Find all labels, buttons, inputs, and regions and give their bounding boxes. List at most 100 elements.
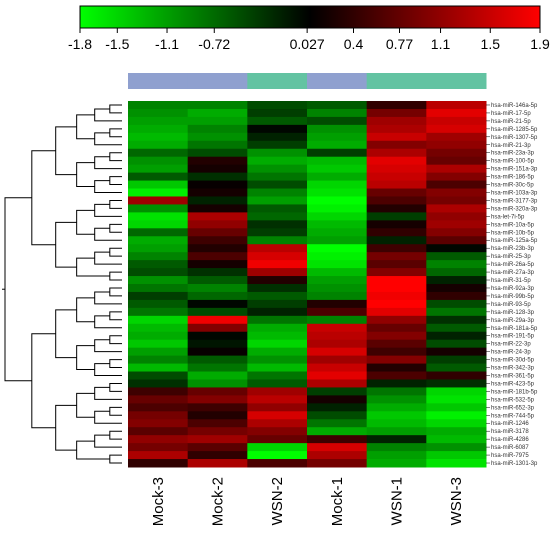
heatmap-cell xyxy=(187,355,248,365)
color-scale-tick-label: -1.8 xyxy=(68,36,92,52)
heatmap-cell xyxy=(247,411,308,420)
dendrogram-branch xyxy=(76,162,95,188)
heatmap-cell xyxy=(307,403,368,412)
heatmap-cell xyxy=(187,172,248,182)
row-label: hsa-miR-1246 xyxy=(491,421,529,427)
heatmap-cell xyxy=(366,419,427,428)
heatmap-cell xyxy=(128,220,189,229)
heatmap-cell xyxy=(128,459,189,468)
heatmap-cell xyxy=(426,347,487,357)
column-labels: Mock-3 Mock-2 WSN-2 Mock-1 WSN-1 WSN-3 xyxy=(150,477,465,526)
row-label: hsa-miR-744-5p xyxy=(491,413,535,419)
dendrogram-branch xyxy=(109,128,122,138)
row-label: hsa-miR-30c-5p xyxy=(491,183,534,189)
heatmap-cell xyxy=(247,459,308,468)
heatmap-cell xyxy=(247,196,308,205)
row-label: hsa-miR-21-3p xyxy=(491,143,531,149)
heatmap-cell xyxy=(187,212,248,221)
heatmap-cell xyxy=(307,164,368,174)
heatmap-cell xyxy=(366,395,427,404)
heatmap-cell xyxy=(247,156,308,166)
heatmap-cell xyxy=(128,212,189,221)
heatmap-cell xyxy=(128,244,189,253)
heatmap-cell xyxy=(187,459,248,468)
heatmap-cell xyxy=(426,371,487,380)
heatmap-cell xyxy=(366,148,427,158)
color-scale-bar xyxy=(79,5,541,29)
heatmap-cell xyxy=(426,188,487,197)
heatmap-cell xyxy=(426,403,487,412)
heatmap-cell xyxy=(307,395,368,404)
heatmap-cell xyxy=(247,387,308,396)
heatmap-cell xyxy=(426,212,487,221)
heatmap-cell xyxy=(426,379,487,388)
heatmap-cell xyxy=(307,355,368,365)
heatmap-cell xyxy=(366,180,427,190)
heatmap-cell xyxy=(307,204,368,213)
heatmap-cell xyxy=(426,132,487,142)
row-dendrogram xyxy=(2,104,122,464)
heatmap-cell xyxy=(187,315,248,325)
heatmap-cells xyxy=(128,101,487,468)
heatmap-cell xyxy=(128,116,189,126)
dendrogram-branch xyxy=(109,311,122,321)
heatmap-cell xyxy=(366,411,427,420)
heatmap-cell xyxy=(426,451,487,460)
heatmap-cell xyxy=(247,132,308,142)
heatmap-cell xyxy=(307,236,368,245)
heatmap-cell xyxy=(307,252,368,261)
heatmap-cell xyxy=(366,212,427,221)
heatmap-cell xyxy=(366,164,427,174)
heatmap-cell xyxy=(128,148,189,158)
heatmap-cell xyxy=(247,284,308,293)
heatmap-cell xyxy=(426,443,487,452)
heatmap-cell xyxy=(128,331,189,341)
column-group-swatch xyxy=(426,73,487,89)
dendrogram-branch xyxy=(94,363,122,376)
row-label: hsa-miR-361-5p xyxy=(491,374,535,380)
heatmap-cell xyxy=(426,148,487,158)
heatmap-cell xyxy=(187,419,248,428)
heatmap-cell xyxy=(128,307,189,317)
heatmap-cell xyxy=(366,355,427,365)
heatmap-cell xyxy=(247,315,308,325)
heatmap-cell xyxy=(307,220,368,229)
heatmap-cell xyxy=(247,403,308,412)
dendrogram-branch xyxy=(109,247,122,257)
heatmap-cell xyxy=(307,371,368,380)
dendrogram-branch xyxy=(76,345,95,371)
heatmap-cell xyxy=(187,148,248,158)
heatmap-cell xyxy=(128,228,189,237)
heatmap-cell xyxy=(366,101,427,110)
dendrogram-branch xyxy=(94,108,122,122)
heatmap-cell xyxy=(307,323,368,333)
heatmap-cell xyxy=(366,347,427,357)
row-label: hsa-miR-186-5p xyxy=(491,175,535,181)
row-label: hsa-miR-181a-5p xyxy=(491,326,538,332)
row-label: hsa-miR-23b-3p xyxy=(491,246,535,252)
color-scale-tick-label: 1.1 xyxy=(431,36,451,52)
heatmap-cell xyxy=(426,299,487,309)
dendrogram-branch xyxy=(94,315,122,329)
heatmap-cell xyxy=(307,172,368,182)
heatmap-cell xyxy=(128,323,189,333)
heatmap-cell xyxy=(366,435,427,444)
heatmap-cell xyxy=(426,140,487,150)
heatmap-cell xyxy=(247,276,308,285)
heatmap-cell xyxy=(187,427,248,436)
heatmap-cell xyxy=(426,411,487,420)
heatmap-cell xyxy=(366,244,427,253)
heatmap-cell xyxy=(366,268,427,277)
heatmap-cell xyxy=(426,323,487,333)
dendrogram-branch xyxy=(109,199,122,209)
dendrogram-branch xyxy=(109,382,122,392)
dendrogram-branch xyxy=(109,454,122,464)
heatmap-cell xyxy=(247,371,308,380)
heatmap-cell xyxy=(128,204,189,213)
dendrogram-branch xyxy=(109,406,122,416)
dendrogram-branch xyxy=(76,392,95,418)
row-label: hsa-miR-17-5p xyxy=(491,111,531,117)
heatmap-cell xyxy=(307,260,368,269)
heatmap-cell xyxy=(366,172,427,182)
row-label: hsa-miR-93-5p xyxy=(491,302,531,308)
